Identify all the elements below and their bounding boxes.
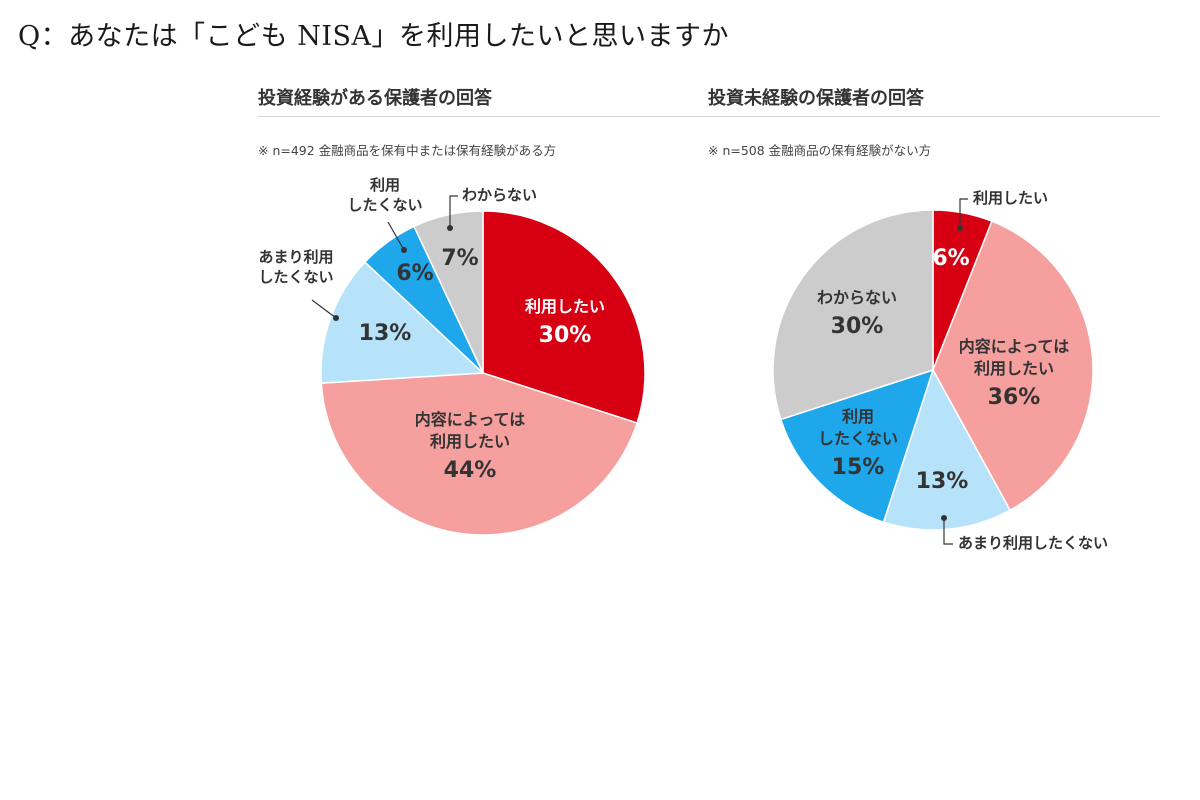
slice-percent: 36%	[988, 385, 1041, 410]
slice-percent: 13%	[916, 469, 969, 494]
pie-slice	[772, 209, 934, 421]
slice-label: 利用したい	[430, 432, 510, 451]
leader-dot	[401, 247, 407, 253]
slice-label: 利用	[842, 407, 874, 426]
leader-line	[959, 198, 968, 228]
slice-percent: 6%	[396, 261, 433, 286]
leader-dot	[957, 225, 963, 231]
divider	[258, 116, 1160, 117]
chart-note-inexperienced: ※ n=508 金融商品の保有経験がない方	[708, 143, 932, 158]
callout-label: わからない	[462, 186, 537, 204]
leader-dot	[941, 515, 947, 521]
question-title: Q：あなたは「こども NISA」を利用したいと思いますか	[18, 21, 730, 52]
slice-percent: 7%	[441, 246, 478, 271]
slice-percent: 15%	[832, 455, 885, 480]
slice-percent: 13%	[359, 321, 412, 346]
callout-label: 利用	[370, 176, 400, 194]
slice-percent: 44%	[444, 458, 497, 483]
leader-line	[387, 221, 405, 251]
slice-label: わからない	[817, 288, 897, 307]
leader-line	[943, 518, 953, 545]
pie-slice	[482, 210, 646, 425]
slice-percent: 30%	[831, 314, 884, 339]
leader-dot	[447, 225, 453, 231]
callout-label: あまり利用したくない	[958, 534, 1108, 552]
callout-label: あまり利用	[258, 248, 333, 266]
pie-slice	[320, 372, 639, 536]
pie-slice	[882, 368, 1012, 531]
leader-line	[449, 195, 458, 228]
chart-title-inexperienced: 投資未経験の保護者の回答	[708, 88, 924, 109]
slice-label: 内容によっては	[415, 410, 525, 429]
pie-slice	[320, 261, 485, 384]
callout-label: したくない	[347, 196, 422, 214]
chart-title-experienced: 投資経験がある保護者の回答	[258, 88, 492, 109]
leader-line	[311, 299, 337, 319]
chart-note-experienced: ※ n=492 金融商品を保有中または保有経験がある方	[258, 143, 557, 158]
pie-slice	[779, 368, 935, 524]
pie-slice	[932, 220, 1094, 512]
callout-label: したくない	[258, 268, 333, 286]
leader-dot	[333, 315, 339, 321]
slice-label: 内容によっては	[959, 337, 1069, 356]
pie-slice	[413, 210, 484, 374]
slice-percent: 30%	[539, 323, 592, 348]
callout-label: 利用したい	[973, 189, 1048, 207]
slice-label: 利用したい	[974, 359, 1054, 378]
slice-percent: 6%	[932, 246, 969, 271]
slice-label: 利用したい	[525, 297, 605, 316]
slice-label: したくない	[818, 429, 898, 448]
